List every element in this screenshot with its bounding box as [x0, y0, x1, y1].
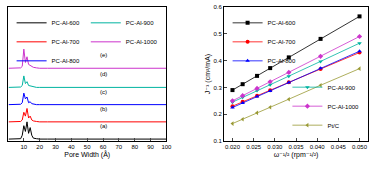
svg-text:0.2: 0.2: [213, 111, 222, 117]
svg-text:PC-Al-800: PC-Al-800: [52, 58, 80, 64]
svg-text:0.050: 0.050: [352, 144, 368, 150]
svg-text:0.5: 0.5: [213, 31, 222, 37]
svg-text:PC-Al-700: PC-Al-700: [268, 39, 296, 45]
svg-text:0.020: 0.020: [225, 144, 241, 150]
svg-text:0.1: 0.1: [213, 138, 222, 144]
svg-text:50: 50: [84, 144, 91, 150]
svg-text:PC-Al-900: PC-Al-900: [126, 20, 154, 26]
svg-text:(a): (a): [100, 123, 107, 129]
svg-text:0.4: 0.4: [213, 58, 222, 64]
svg-text:30: 30: [52, 144, 59, 150]
svg-text:PC-Al-1000: PC-Al-1000: [126, 39, 158, 45]
svg-text:J⁻¹ (cm²/mA): J⁻¹ (cm²/mA): [204, 54, 212, 94]
svg-text:PC-Al-900: PC-Al-900: [327, 85, 355, 91]
svg-text:0.6: 0.6: [213, 4, 222, 10]
svg-text:0.025: 0.025: [246, 144, 262, 150]
svg-text:(c): (c): [100, 89, 107, 95]
svg-text:100: 100: [161, 144, 172, 150]
svg-text:0.3: 0.3: [213, 85, 222, 91]
svg-text:0.040: 0.040: [310, 144, 326, 150]
svg-text:0.045: 0.045: [331, 144, 347, 150]
svg-text:60: 60: [100, 144, 107, 150]
svg-text:10: 10: [20, 144, 27, 150]
svg-text:(e): (e): [100, 52, 107, 58]
svg-text:PC-Al-600: PC-Al-600: [52, 20, 80, 26]
svg-text:0.030: 0.030: [267, 144, 283, 150]
svg-text:PC-Al-800: PC-Al-800: [268, 58, 296, 64]
svg-text:(b): (b): [100, 106, 107, 112]
svg-text:PC-Al-600: PC-Al-600: [268, 20, 296, 26]
svg-text:20: 20: [36, 144, 43, 150]
svg-text:70: 70: [116, 144, 123, 150]
svg-text:90: 90: [147, 144, 154, 150]
svg-text:80: 80: [131, 144, 138, 150]
svg-text:(d): (d): [100, 71, 107, 77]
svg-text:Pore Width (Å): Pore Width (Å): [64, 150, 110, 159]
svg-text:PC-Al-1000: PC-Al-1000: [327, 104, 359, 110]
svg-text:40: 40: [68, 144, 75, 150]
svg-text:0.035: 0.035: [288, 144, 304, 150]
svg-text:PC-Al-700: PC-Al-700: [52, 39, 80, 45]
svg-text:Pt/C: Pt/C: [327, 123, 339, 129]
svg-text:ω⁻¹/² (rpm⁻¹/²): ω⁻¹/² (rpm⁻¹/²): [274, 151, 319, 159]
